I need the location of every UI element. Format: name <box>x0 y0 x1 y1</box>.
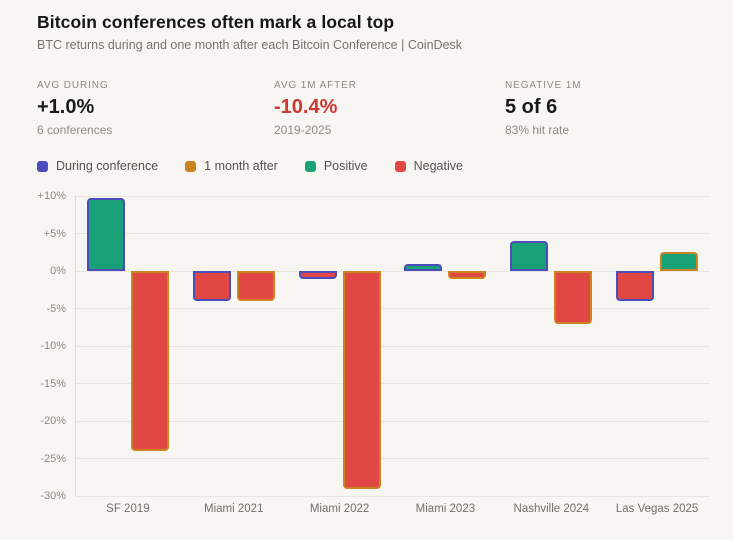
legend-swatch-positive-icon <box>304 160 316 172</box>
x-axis-label-sf-2019: SF 2019 <box>106 503 150 515</box>
legend-item-negative: Negative <box>394 159 463 173</box>
stat-negative-1m: NEGATIVE 1M 5 of 6 83% hit rate <box>505 80 581 137</box>
legend-item-positive: Positive <box>304 159 368 173</box>
bar-after-nashville-2024 <box>554 271 593 324</box>
legend-label: During conference <box>56 159 159 173</box>
bar-after-miami-2022 <box>342 271 381 489</box>
x-axis-label-miami-2022: Miami 2022 <box>309 503 370 515</box>
y-axis-tick-label: -15% <box>40 377 66 390</box>
y-axis-tick-label: -5% <box>46 302 66 315</box>
gridline--5 <box>75 308 710 309</box>
legend-swatch-during-icon <box>37 160 48 172</box>
bar-after-sf-2019 <box>130 271 169 451</box>
legend-label: 1 month after <box>204 159 278 173</box>
bar-after-miami-2023 <box>448 271 487 279</box>
x-axis-label-las-vegas-2025: Las Vegas 2025 <box>615 503 699 515</box>
chart-legend: During conference 1 month after Positive… <box>37 159 463 173</box>
page-title: Bitcoin conferences often mark a local t… <box>37 12 395 32</box>
gridline--25 <box>75 458 710 459</box>
stat-value: 5 of 6 <box>505 96 558 118</box>
bar-during-sf-2019 <box>86 197 125 271</box>
stat-avg-1m-after: AVG 1M AFTER -10.4% 2019-2025 <box>274 80 357 137</box>
y-axis-tick-label: -30% <box>40 490 66 502</box>
gridline--20 <box>75 420 710 422</box>
gridline--15 <box>75 383 710 384</box>
legend-item-during-conference: During conference <box>37 159 158 173</box>
y-axis-tick-label: -10% <box>40 340 66 352</box>
gridline--30 <box>75 495 710 497</box>
page-subtitle: BTC returns during and one month after e… <box>37 38 462 52</box>
gridline--10 <box>75 345 710 347</box>
legend-item-1-month-after: 1 month after <box>185 159 278 173</box>
y-axis-tick-label: 0% <box>50 265 66 277</box>
y-axis-tick-label: -20% <box>40 415 66 427</box>
bar-during-las-vegas-2025 <box>616 271 655 301</box>
stat-label: NEGATIVE 1M <box>505 80 582 91</box>
x-axis-label-nashville-2024: Nashville 2024 <box>513 503 589 515</box>
y-axis-tick-label: +10% <box>37 190 66 202</box>
legend-label: Positive <box>323 159 368 173</box>
bar-during-miami-2023 <box>404 263 443 271</box>
x-axis-label-miami-2021: Miami 2021 <box>204 503 264 515</box>
bar-during-miami-2022 <box>298 271 337 279</box>
gridline-0 <box>75 270 710 272</box>
legend-swatch-negative-icon <box>394 160 406 172</box>
gridline-10 <box>75 195 710 197</box>
stat-sub: 6 conferences <box>37 123 113 137</box>
stat-avg-during: AVG DURING +1.0% 6 conferences <box>37 80 112 137</box>
legend-swatch-1m-after-icon <box>185 160 197 172</box>
stat-sub: 83% hit rate <box>505 123 570 137</box>
gridline-5 <box>75 233 710 234</box>
stat-value: -10.4% <box>274 96 338 118</box>
y-axis-line <box>75 196 76 496</box>
stat-sub: 2019-2025 <box>274 123 332 137</box>
bar-after-miami-2021 <box>236 271 275 301</box>
y-axis-tick-label: -25% <box>40 452 66 465</box>
bar-during-miami-2021 <box>192 271 231 301</box>
stat-label: AVG DURING <box>37 80 109 91</box>
bar-after-las-vegas-2025 <box>660 252 699 271</box>
bar-during-nashville-2024 <box>510 241 549 271</box>
legend-label: Negative <box>413 159 463 173</box>
x-axis-label-miami-2023: Miami 2023 <box>415 503 476 515</box>
y-axis-tick-label: +5% <box>43 227 66 240</box>
stat-value: +1.0% <box>37 96 95 118</box>
stat-label: AVG 1M AFTER <box>274 80 357 91</box>
